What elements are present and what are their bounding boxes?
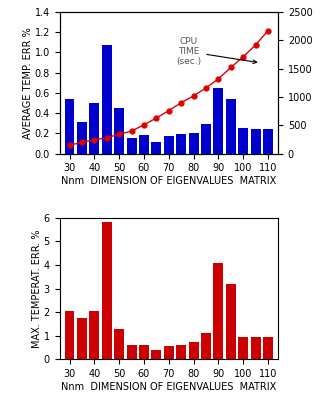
Bar <box>238 337 248 359</box>
Bar <box>213 88 223 154</box>
Bar <box>226 99 236 154</box>
Bar <box>251 337 260 359</box>
Y-axis label: AVERAGE TEMP. ERR %: AVERAGE TEMP. ERR % <box>23 27 33 139</box>
Bar <box>65 311 74 359</box>
Bar <box>176 344 186 359</box>
Bar <box>189 134 199 154</box>
Bar <box>102 45 112 154</box>
Bar <box>102 222 112 359</box>
Text: CPU
TIME
(sec.): CPU TIME (sec.) <box>176 37 257 66</box>
Bar <box>164 346 174 359</box>
X-axis label: Nnm  DIMENSION OF EIGENVALUES  MATRIX: Nnm DIMENSION OF EIGENVALUES MATRIX <box>61 382 276 392</box>
Bar <box>201 333 211 359</box>
Bar <box>126 137 136 154</box>
Bar <box>77 122 87 154</box>
Bar <box>189 342 199 359</box>
Bar <box>126 344 136 359</box>
Bar <box>251 130 260 154</box>
Bar <box>263 130 273 154</box>
Bar <box>77 318 87 359</box>
Bar <box>226 284 236 359</box>
Bar <box>176 134 186 154</box>
Bar <box>89 103 99 154</box>
Bar <box>213 263 223 359</box>
Bar <box>65 99 74 154</box>
Bar <box>152 350 162 359</box>
Bar <box>114 108 124 154</box>
Y-axis label: MAX. TEMPERAT. ERR. %: MAX. TEMPERAT. ERR. % <box>32 229 42 348</box>
Bar <box>152 141 162 154</box>
Bar <box>238 128 248 154</box>
Bar <box>263 337 273 359</box>
X-axis label: Nnm  DIMENSION OF EIGENVALUES  MATRIX: Nnm DIMENSION OF EIGENVALUES MATRIX <box>61 176 276 186</box>
Bar <box>89 311 99 359</box>
Bar <box>201 124 211 154</box>
Bar <box>164 137 174 154</box>
Bar <box>139 344 149 359</box>
Bar <box>139 135 149 154</box>
Bar <box>114 329 124 359</box>
